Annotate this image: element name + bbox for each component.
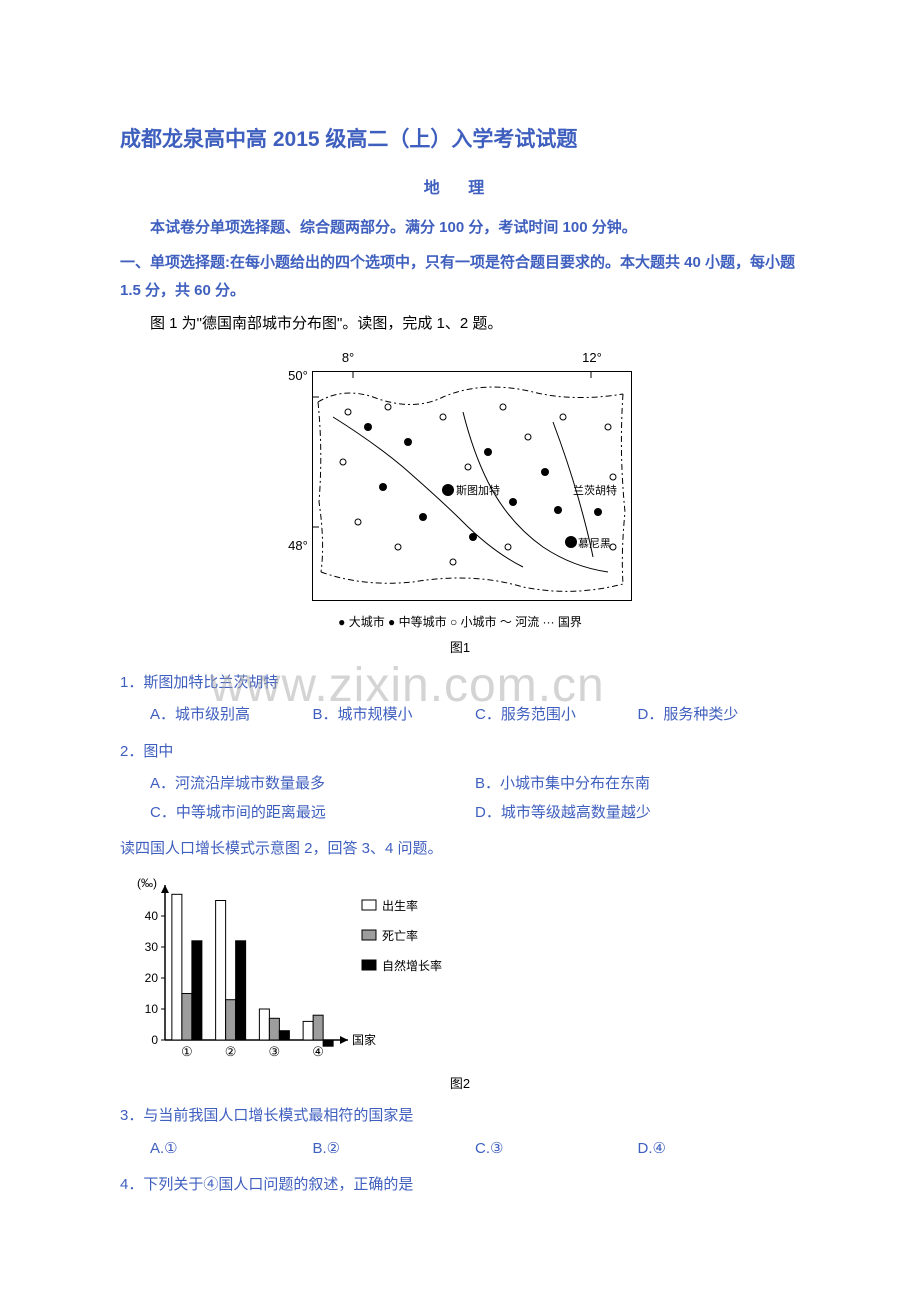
- svg-text:20: 20: [145, 971, 159, 985]
- figure1-container: 50° 48° 8° 12°: [120, 346, 800, 662]
- svg-text:④: ④: [312, 1044, 324, 1059]
- figure1-label: 图1: [450, 640, 470, 655]
- figure2-chart: 0 10 20 30 40 (‰) 国家 ① ② ③ ④ 出生率死亡率自然增长率: [120, 870, 450, 1070]
- q2-opt-a: A．河流沿岸城市数量最多: [150, 770, 475, 799]
- svg-text:(‰): (‰): [137, 876, 157, 890]
- svg-text:10: 10: [145, 1002, 159, 1016]
- figure2-label: 图2: [120, 1072, 800, 1097]
- q1-opt-c: C．服务范围小: [475, 701, 638, 730]
- question-2: 2．图中: [120, 738, 800, 767]
- question-2-options: A．河流沿岸城市数量最多 B．小城市集中分布在东南 C．中等城市间的距离最远 D…: [120, 770, 800, 827]
- question-1: 1．斯图加特比兰茨胡特: [120, 669, 800, 698]
- q3-opt-d: D.④: [638, 1135, 801, 1164]
- q2-opt-d: D．城市等级越高数量越少: [475, 799, 800, 828]
- svg-text:②: ②: [225, 1044, 237, 1059]
- svg-text:出生率: 出生率: [382, 898, 418, 913]
- subject-subtitle: 地 理: [120, 174, 800, 204]
- q1-opt-a: A．城市级别高: [150, 701, 313, 730]
- fig1-y-top: 50°: [288, 364, 308, 389]
- question-1-options: A．城市级别高 B．城市规模小 C．服务范围小 D．服务种类少: [120, 701, 800, 730]
- page-title: 成都龙泉高中高 2015 级高二（上）入学考试试题: [120, 120, 800, 160]
- fig1-y-bot: 48°: [288, 534, 308, 559]
- q3-opt-c: C.③: [475, 1135, 638, 1164]
- reading-2: 读四国人口增长模式示意图 2，回答 3、4 问题。: [120, 835, 800, 864]
- svg-text:30: 30: [145, 940, 159, 954]
- q2-opt-b: B．小城市集中分布在东南: [475, 770, 800, 799]
- svg-text:自然增长率: 自然增长率: [382, 958, 442, 973]
- section-heading: 一、单项选择题:在每小题给出的四个选项中，只有一项是符合题目要求的。本大题共 4…: [120, 249, 800, 306]
- label-lanz: 兰茨胡特: [573, 483, 617, 497]
- question-3-options: A.① B.② C.③ D.④: [120, 1135, 800, 1164]
- question-4: 4．下列关于④国人口问题的叙述，正确的是: [120, 1171, 800, 1200]
- fig1-x-left: 8°: [342, 346, 354, 371]
- figure2-container: 0 10 20 30 40 (‰) 国家 ① ② ③ ④ 出生率死亡率自然增长率 图2: [120, 870, 800, 1097]
- svg-text:国家: 国家: [352, 1032, 376, 1047]
- svg-text:死亡率: 死亡率: [382, 928, 418, 943]
- label-stuttgart: 斯图加特: [456, 483, 500, 497]
- figure1-legend: ● 大城市 ● 中等城市 ○ 小城市 ～ 河流 ··· 国界: [288, 611, 632, 634]
- svg-text:40: 40: [145, 909, 159, 923]
- fig1-x-right: 12°: [582, 346, 602, 371]
- q1-opt-b: B．城市规模小: [313, 701, 476, 730]
- exam-intro: 本试卷分单项选择题、综合题两部分。满分 100 分，考试时间 100 分钟。: [120, 214, 800, 243]
- svg-text:③: ③: [269, 1044, 281, 1059]
- q2-opt-c: C．中等城市间的距离最远: [150, 799, 475, 828]
- label-munich: 慕尼黑: [578, 536, 611, 550]
- figure1-description: 图 1 为"德国南部城市分布图"。读图，完成 1、2 题。: [120, 310, 800, 339]
- q3-opt-b: B.②: [313, 1135, 476, 1164]
- svg-text:①: ①: [181, 1044, 193, 1059]
- svg-text:0: 0: [151, 1033, 158, 1047]
- q3-opt-a: A.①: [150, 1135, 313, 1164]
- figure1-map: 斯图加特 兰茨胡特 慕尼黑: [312, 371, 632, 601]
- question-3: 3．与当前我国人口增长模式最相符的国家是: [120, 1102, 800, 1131]
- q1-opt-d: D．服务种类少: [638, 701, 801, 730]
